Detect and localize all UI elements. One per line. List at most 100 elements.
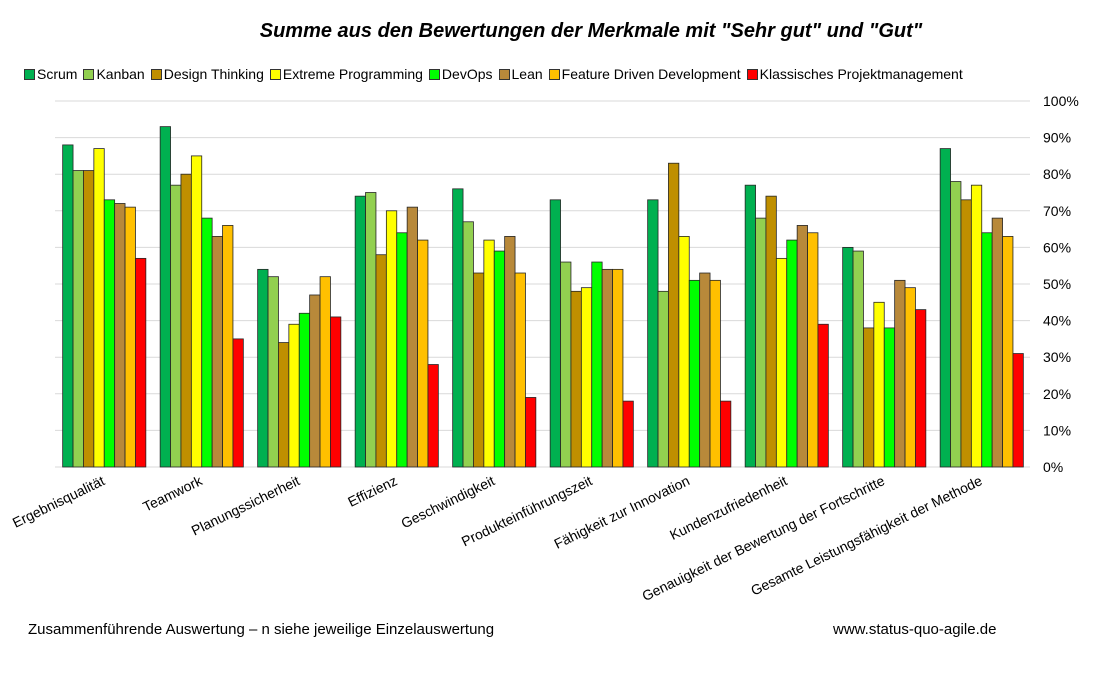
bar-klassisches-projektmanagement-kundenzufriedenheit xyxy=(817,323,829,468)
bar-design-thinking-produkteinführungszeit xyxy=(570,290,582,468)
legend-item-lean: Lean xyxy=(498,66,543,82)
bar-scrum-kundenzufriedenheit xyxy=(744,184,756,468)
y-axis-ticks: 0% 10% 20% 30% 40% 50% 60% 70% 80% 90% 100% xyxy=(1043,93,1079,475)
bar-extreme-programming-produkteinführungszeit xyxy=(580,287,593,468)
bar-design-thinking-kundenzufriedenheit xyxy=(765,195,777,468)
bar-feature-driven-development-planungssicherheit xyxy=(319,276,331,468)
legend-label: Lean xyxy=(511,66,543,82)
bar-devops-ergebnisqualität xyxy=(103,199,116,468)
bar-kanban-gesamte-leistungsfähigkeit-der-methode xyxy=(950,181,962,468)
bar-extreme-programming-kundenzufriedenheit xyxy=(775,257,788,468)
bar-devops-geschwindigkeit xyxy=(493,250,506,468)
bar-extreme-programming-effizienz xyxy=(385,210,398,468)
legend-item-feature-driven-development: Feature Driven Development xyxy=(548,66,741,82)
legend-swatch xyxy=(548,68,560,80)
bar-kanban-genauigkeit-der-bewertung-der-fortschritte xyxy=(852,250,864,468)
y-tick-label: 80% xyxy=(1043,166,1071,182)
x-category-label: Teamwork xyxy=(140,472,205,515)
legend-swatch xyxy=(498,68,510,80)
y-tick-label: 40% xyxy=(1043,313,1071,329)
bar-scrum-genauigkeit-der-bewertung-der-fortschritte xyxy=(842,246,854,468)
bar-extreme-programming-genauigkeit-der-bewertung-der-fortschritte xyxy=(873,301,885,468)
bar-klassisches-projektmanagement-effizienz xyxy=(427,364,439,468)
y-tick-label: 0% xyxy=(1043,459,1063,475)
bar-devops-genauigkeit-der-bewertung-der-fortschritte xyxy=(883,327,896,468)
y-tick-label: 20% xyxy=(1043,386,1071,402)
legend-label: DevOps xyxy=(441,66,493,82)
bar-feature-driven-development-fähigkeit-zur-innovation xyxy=(709,279,721,468)
legend-label: Klassisches Projektmanagement xyxy=(759,66,963,82)
bar-feature-driven-development-gesamte-leistungsfähigkeit-der-methode xyxy=(1002,236,1014,468)
legend-item-kanban: Kanban xyxy=(83,66,145,82)
bar-scrum-gesamte-leistungsfähigkeit-der-methode xyxy=(939,148,951,468)
legend-label: Extreme Programming xyxy=(282,66,423,82)
bar-scrum-geschwindigkeit xyxy=(452,188,464,468)
bar-lean-teamwork xyxy=(211,236,223,468)
legend-item-extreme-programming: Extreme Programming xyxy=(269,66,423,82)
bar-lean-genauigkeit-der-bewertung-der-fortschritte xyxy=(894,279,906,468)
x-axis-labels: Ergebnisqualität TeamworkPlanungssicherhe… xyxy=(10,472,985,604)
y-tick-label: 70% xyxy=(1043,203,1071,219)
bar-lean-fähigkeit-zur-innovation xyxy=(699,272,711,468)
legend-label: Kanban xyxy=(96,66,145,82)
footer-url: www.status-quo-agile.de xyxy=(833,621,997,638)
bar-lean-kundenzufriedenheit xyxy=(796,225,808,468)
bar-feature-driven-development-geschwindigkeit xyxy=(514,272,526,468)
bar-feature-driven-development-kundenzufriedenheit xyxy=(807,232,819,468)
legend: Scrum Kanban Design Thinking Extreme Progra… xyxy=(24,66,963,82)
bar-lean-effizienz xyxy=(406,206,418,468)
bar-lean-ergebnisqualität xyxy=(114,203,126,468)
bar-design-thinking-ergebnisqualität xyxy=(83,170,95,468)
bars xyxy=(62,126,1024,468)
y-tick-label: 30% xyxy=(1043,349,1071,365)
bar-feature-driven-development-produkteinführungszeit xyxy=(612,268,624,468)
bar-feature-driven-development-effizienz xyxy=(417,239,429,468)
bar-kanban-kundenzufriedenheit xyxy=(755,217,767,468)
legend-swatch xyxy=(269,68,281,80)
bar-design-thinking-fähigkeit-zur-innovation xyxy=(668,162,680,468)
bar-kanban-teamwork xyxy=(170,184,182,468)
bar-feature-driven-development-genauigkeit-der-bewertung-der-fortschritte xyxy=(904,287,916,468)
legend-label: Scrum xyxy=(37,66,78,82)
bar-klassisches-projektmanagement-genauigkeit-der-bewertung-der-fortschritte xyxy=(915,309,927,468)
legend-swatch xyxy=(428,68,440,80)
bar-lean-gesamte-leistungsfähigkeit-der-methode xyxy=(991,217,1003,468)
bar-kanban-ergebnisqualität xyxy=(72,170,84,468)
legend-item-devops: DevOps xyxy=(428,66,493,82)
chart-title: Summe aus den Bewertungen der Merkmale m… xyxy=(259,20,923,42)
legend-label: Feature Driven Development xyxy=(561,66,741,82)
bar-design-thinking-geschwindigkeit xyxy=(473,272,485,468)
bar-scrum-fähigkeit-zur-innovation xyxy=(647,199,659,468)
bar-extreme-programming-planungssicherheit xyxy=(288,323,300,468)
y-tick-label: 100% xyxy=(1043,93,1079,109)
bar-feature-driven-development-teamwork xyxy=(222,225,234,468)
legend-item-klassisches-projektmanagement: Klassisches Projektmanagement xyxy=(746,66,963,82)
x-category-label: Ergebnisqualität xyxy=(10,472,107,530)
bar-scrum-ergebnisqualität xyxy=(62,144,74,468)
bar-kanban-fähigkeit-zur-innovation xyxy=(657,290,669,468)
bar-design-thinking-effizienz xyxy=(375,254,387,468)
y-tick-label: 50% xyxy=(1043,276,1071,292)
legend-swatch xyxy=(24,68,35,80)
bar-devops-teamwork xyxy=(201,217,213,468)
bar-klassisches-projektmanagement-planungssicherheit xyxy=(330,316,342,468)
bar-devops-kundenzufriedenheit xyxy=(786,239,798,468)
bar-klassisches-projektmanagement-ergebnisqualität xyxy=(135,257,147,468)
x-category-label: Planungssicherheit xyxy=(189,472,302,538)
bar-klassisches-projektmanagement-fähigkeit-zur-innovation xyxy=(720,400,732,468)
bar-kanban-geschwindigkeit xyxy=(462,221,474,468)
legend-item-scrum: Scrum xyxy=(24,66,77,82)
bar-design-thinking-planungssicherheit xyxy=(278,342,290,468)
legend-swatch xyxy=(150,68,162,80)
bar-scrum-teamwork xyxy=(159,126,171,468)
bar-design-thinking-genauigkeit-der-bewertung-der-fortschritte xyxy=(863,327,875,468)
footer-note: Zusammenführende Auswertung – n siehe je… xyxy=(28,621,495,638)
bar-scrum-effizienz xyxy=(354,195,366,468)
legend-swatch xyxy=(746,68,758,80)
legend-item-design-thinking: Design Thinking xyxy=(150,66,264,82)
bar-scrum-planungssicherheit xyxy=(257,268,269,468)
bar-feature-driven-development-ergebnisqualität xyxy=(124,206,136,468)
bar-kanban-planungssicherheit xyxy=(267,276,279,468)
bar-extreme-programming-fähigkeit-zur-innovation xyxy=(678,236,690,468)
